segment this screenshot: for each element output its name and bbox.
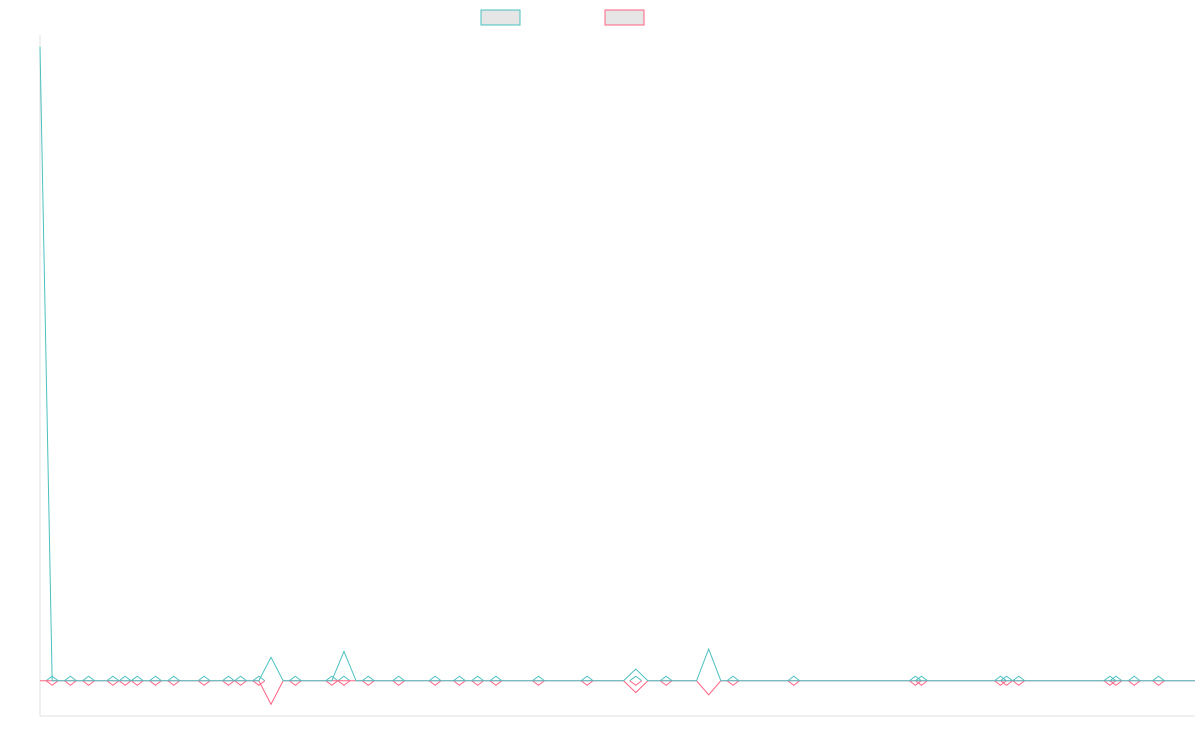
legend-swatch: [480, 9, 521, 26]
baseline-marker-upper: [1127, 675, 1141, 682]
baseline-marker-upper: [532, 675, 545, 682]
baseline-marker-upper: [82, 675, 95, 682]
baseline-marker-lower: [64, 680, 77, 686]
markers-layer: [45, 675, 1165, 686]
baseline-marker-upper: [325, 675, 339, 682]
legend-item[interactable]: [480, 9, 521, 26]
baseline-marker-upper: [580, 675, 594, 682]
baseline-marker-lower: [1127, 680, 1141, 686]
baseline-marker-upper: [197, 675, 211, 682]
baseline-marker-lower: [289, 680, 302, 686]
baseline-marker-lower: [489, 680, 503, 686]
baseline-marker-lower: [337, 680, 351, 686]
baseline-marker-upper: [1012, 675, 1026, 682]
baseline-marker-upper: [167, 675, 181, 682]
baseline-marker-upper: [629, 675, 643, 682]
baseline-marker-upper: [149, 675, 162, 682]
baseline-marker-upper: [222, 675, 235, 682]
baseline-marker-lower: [787, 680, 801, 686]
baseline-marker-upper: [909, 675, 922, 682]
baseline-marker-lower: [106, 680, 120, 686]
baseline-marker-lower: [471, 680, 484, 686]
baseline-marker-upper: [64, 675, 77, 682]
baseline-marker-lower: [915, 680, 928, 686]
baseline-marker-lower: [1103, 680, 1117, 686]
baseline-marker-lower: [1109, 680, 1123, 686]
baseline-marker-upper: [659, 675, 673, 682]
baseline-marker-lower: [726, 680, 740, 686]
baseline-marker-lower: [428, 680, 442, 686]
baseline-marker-upper: [234, 675, 247, 682]
baseline-marker-upper: [489, 675, 503, 682]
baseline-marker-upper: [118, 675, 132, 682]
baseline-marker-upper: [787, 675, 801, 682]
baseline-marker-upper: [1152, 675, 1165, 682]
baseline-marker-upper: [289, 675, 302, 682]
baseline-marker-upper: [337, 675, 351, 682]
baseline-marker-upper: [252, 675, 266, 682]
baseline-marker-lower: [82, 680, 95, 686]
baseline-marker-lower: [453, 680, 466, 686]
baseline-marker-lower: [994, 680, 1007, 686]
baseline-marker-lower: [197, 680, 211, 686]
baseline-marker-lower: [392, 680, 405, 686]
baseline-marker-lower: [234, 680, 247, 686]
series-line-1: [39, 46, 1195, 682]
legend-item[interactable]: [604, 9, 645, 26]
baseline-marker-lower: [222, 680, 235, 686]
baseline-marker-lower: [361, 680, 375, 686]
baseline-marker-lower: [118, 680, 132, 686]
series-line-2: [40, 680, 1195, 706]
baseline-marker-upper: [361, 675, 375, 682]
axes: [39, 35, 1195, 717]
baseline-marker-lower: [1000, 680, 1013, 686]
baseline-marker-upper: [915, 675, 928, 682]
baseline-marker-upper: [428, 675, 442, 682]
baseline-marker-upper: [106, 675, 120, 682]
baseline-marker-upper: [1103, 675, 1117, 682]
baseline-marker-upper: [130, 675, 144, 682]
baseline-marker-lower: [629, 680, 643, 686]
baseline-marker-lower: [149, 680, 162, 686]
baseline-marker-lower: [532, 680, 545, 686]
baseline-marker-lower: [580, 680, 594, 686]
baseline-marker-lower: [45, 680, 59, 686]
baseline-marker-upper: [392, 675, 405, 682]
baseline-marker-lower: [1012, 680, 1026, 686]
baseline-marker-upper: [471, 675, 484, 682]
baseline-marker-lower: [167, 680, 181, 686]
baseline-marker-lower: [659, 680, 673, 686]
baseline-marker-upper: [726, 675, 740, 682]
baseline-marker-upper: [994, 675, 1007, 682]
baseline-marker-lower: [1152, 680, 1165, 686]
baseline-marker-lower: [325, 680, 339, 686]
baseline-marker-lower: [252, 680, 266, 686]
series-layer: [39, 46, 1195, 706]
baseline-marker-upper: [1000, 675, 1013, 682]
baseline-marker-lower: [909, 680, 922, 686]
baseline-marker-upper: [1109, 675, 1123, 682]
baseline-marker-lower: [130, 680, 144, 686]
baseline-marker-upper: [453, 675, 466, 682]
legend: [480, 9, 645, 26]
legend-swatch: [604, 9, 645, 26]
